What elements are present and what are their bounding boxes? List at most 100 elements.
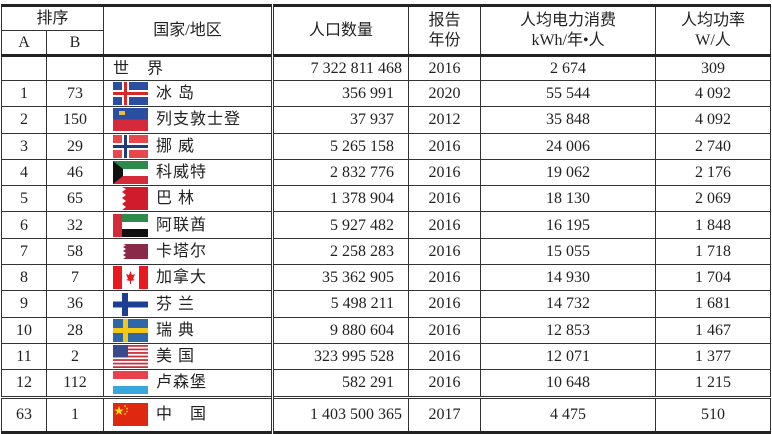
country-cell: 卢森堡 xyxy=(103,369,274,398)
power-cell: 1 718 xyxy=(655,237,772,266)
country-cell: 瑞 典 xyxy=(103,316,274,344)
year-cell: 2016 xyxy=(408,264,482,292)
table-row: 1 73 冰 岛 356 991 2020 55 544 4 092 xyxy=(1,79,772,108)
rank-b-cell: 1 xyxy=(45,395,105,434)
table-row: 世 界 7 322 811 468 2016 2 674 309 xyxy=(1,55,772,81)
canada-flag-icon xyxy=(113,266,149,290)
year-cell: 2017 xyxy=(408,395,482,434)
power-cell: 2 740 xyxy=(655,132,772,160)
china-flag-icon xyxy=(113,403,149,427)
rank-a-cell: 1 xyxy=(1,79,47,108)
rank-b-cell: 7 xyxy=(45,264,105,292)
country-cell: 加拿大 xyxy=(103,264,274,292)
uae-flag-icon xyxy=(113,213,149,237)
rank-a-header: A xyxy=(1,30,47,57)
population-cell: 323 995 528 xyxy=(271,342,410,371)
country-name: 芬 兰 xyxy=(156,295,196,313)
population-cell: 9 880 604 xyxy=(271,316,410,344)
country-cell: 冰 岛 xyxy=(103,79,274,108)
power-cell: 510 xyxy=(655,395,772,434)
table-row: 4 46 科威特 2 832 776 2016 19 062 2 176 xyxy=(1,158,772,187)
year-cell: 2016 xyxy=(408,290,482,318)
population-cell: 582 291 xyxy=(271,369,410,398)
population-cell: 5 498 211 xyxy=(271,290,410,318)
year-cell: 2016 xyxy=(408,237,482,266)
table-row: 2 150 列支敦士登 37 937 2012 35 848 4 092 xyxy=(1,106,772,134)
year-cell: 2016 xyxy=(408,185,482,213)
population-cell: 37 937 xyxy=(271,106,410,134)
year-cell: 2016 xyxy=(408,342,482,371)
consumption-cell: 18 130 xyxy=(480,185,657,213)
year-header: 报告 年份 xyxy=(408,4,482,57)
year-cell: 2016 xyxy=(408,55,482,81)
population-cell: 1 378 904 xyxy=(271,185,410,213)
rank-a-cell: 3 xyxy=(1,132,47,160)
country-name: 世 界 xyxy=(113,60,165,78)
rank-b-cell: 112 xyxy=(45,369,105,398)
consumption-header-line1: 人均电力消费 xyxy=(520,12,617,30)
table-row: 12 112 卢森堡 582 291 2016 10 648 1 215 xyxy=(1,369,772,398)
power-header-line1: 人均功率 xyxy=(681,12,746,30)
country-name: 瑞 典 xyxy=(156,321,196,339)
norway-flag-icon xyxy=(113,134,149,158)
country-cell: 科威特 xyxy=(103,158,274,187)
table-row: 6 32 阿联酋 5 927 482 2016 16 195 1 848 xyxy=(1,211,772,239)
rank-a-cell: 7 xyxy=(1,237,47,266)
kuwait-flag-icon xyxy=(113,161,149,185)
year-cell: 2020 xyxy=(408,79,482,108)
rank-a-cell xyxy=(1,55,47,81)
population-cell: 1 403 500 365 xyxy=(271,395,410,434)
power-cell: 2 069 xyxy=(655,185,772,213)
country-cell: 列支敦士登 xyxy=(103,106,274,134)
rank-b-cell: 36 xyxy=(45,290,105,318)
table-row: 63 1 中 国 1 403 500 365 2017 4 475 510 xyxy=(1,395,772,434)
consumption-cell: 14 732 xyxy=(480,290,657,318)
year-cell: 2016 xyxy=(408,158,482,187)
country-name: 卡塔尔 xyxy=(156,242,208,260)
power-cell: 1 377 xyxy=(655,342,772,371)
country-name: 美 国 xyxy=(156,348,196,366)
rank-b-cell: 2 xyxy=(45,342,105,371)
population-cell: 35 362 905 xyxy=(271,264,410,292)
table-row: 9 36 芬 兰 5 498 211 2016 14 732 1 681 xyxy=(1,290,772,318)
country-cell: 中 国 xyxy=(103,395,274,434)
consumption-cell: 2 674 xyxy=(480,55,657,81)
power-header: 人均功率 W/人 xyxy=(655,4,772,57)
qatar-flag-icon xyxy=(113,239,149,263)
consumption-header-unit: kWh/年•人 xyxy=(531,31,605,49)
power-cell: 1 848 xyxy=(655,211,772,239)
sweden-flag-icon xyxy=(113,318,149,342)
consumption-cell: 15 055 xyxy=(480,237,657,266)
rank-a-cell: 10 xyxy=(1,316,47,344)
rank-b-cell: 58 xyxy=(45,237,105,266)
rank-b-cell: 32 xyxy=(45,211,105,239)
population-cell: 7 322 811 468 xyxy=(271,55,410,81)
rank-a-cell: 4 xyxy=(1,158,47,187)
country-cell: 世 界 xyxy=(103,55,274,81)
country-header: 国家/地区 xyxy=(103,4,274,57)
consumption-cell: 4 475 xyxy=(480,395,657,434)
year-cell: 2016 xyxy=(408,132,482,160)
power-cell: 1 704 xyxy=(655,264,772,292)
power-cell: 309 xyxy=(655,55,772,81)
consumption-cell: 35 848 xyxy=(480,106,657,134)
country-name: 巴 林 xyxy=(156,190,196,208)
population-cell: 2 832 776 xyxy=(271,158,410,187)
year-header-line1: 报告 xyxy=(428,12,461,30)
electricity-consumption-table: 排序 国家/地区 人口数量 报告 年份 人均电力消费 kWh/年•人 人均功率 W/人… xyxy=(0,4,772,434)
power-header-unit: W/人 xyxy=(695,31,731,49)
rank-a-cell: 63 xyxy=(1,395,47,434)
population-cell: 5 265 158 xyxy=(271,132,410,160)
rank-a-cell: 9 xyxy=(1,290,47,318)
rank-b-cell: 73 xyxy=(45,79,105,108)
country-name: 冰 岛 xyxy=(156,85,196,103)
rank-a-cell: 8 xyxy=(1,264,47,292)
rank-b-cell xyxy=(45,55,105,81)
year-cell: 2016 xyxy=(408,211,482,239)
country-cell: 美 国 xyxy=(103,342,274,371)
population-cell: 5 927 482 xyxy=(271,211,410,239)
rank-a-cell: 2 xyxy=(1,106,47,134)
consumption-header: 人均电力消费 kWh/年•人 xyxy=(480,4,657,57)
year-cell: 2016 xyxy=(408,369,482,398)
